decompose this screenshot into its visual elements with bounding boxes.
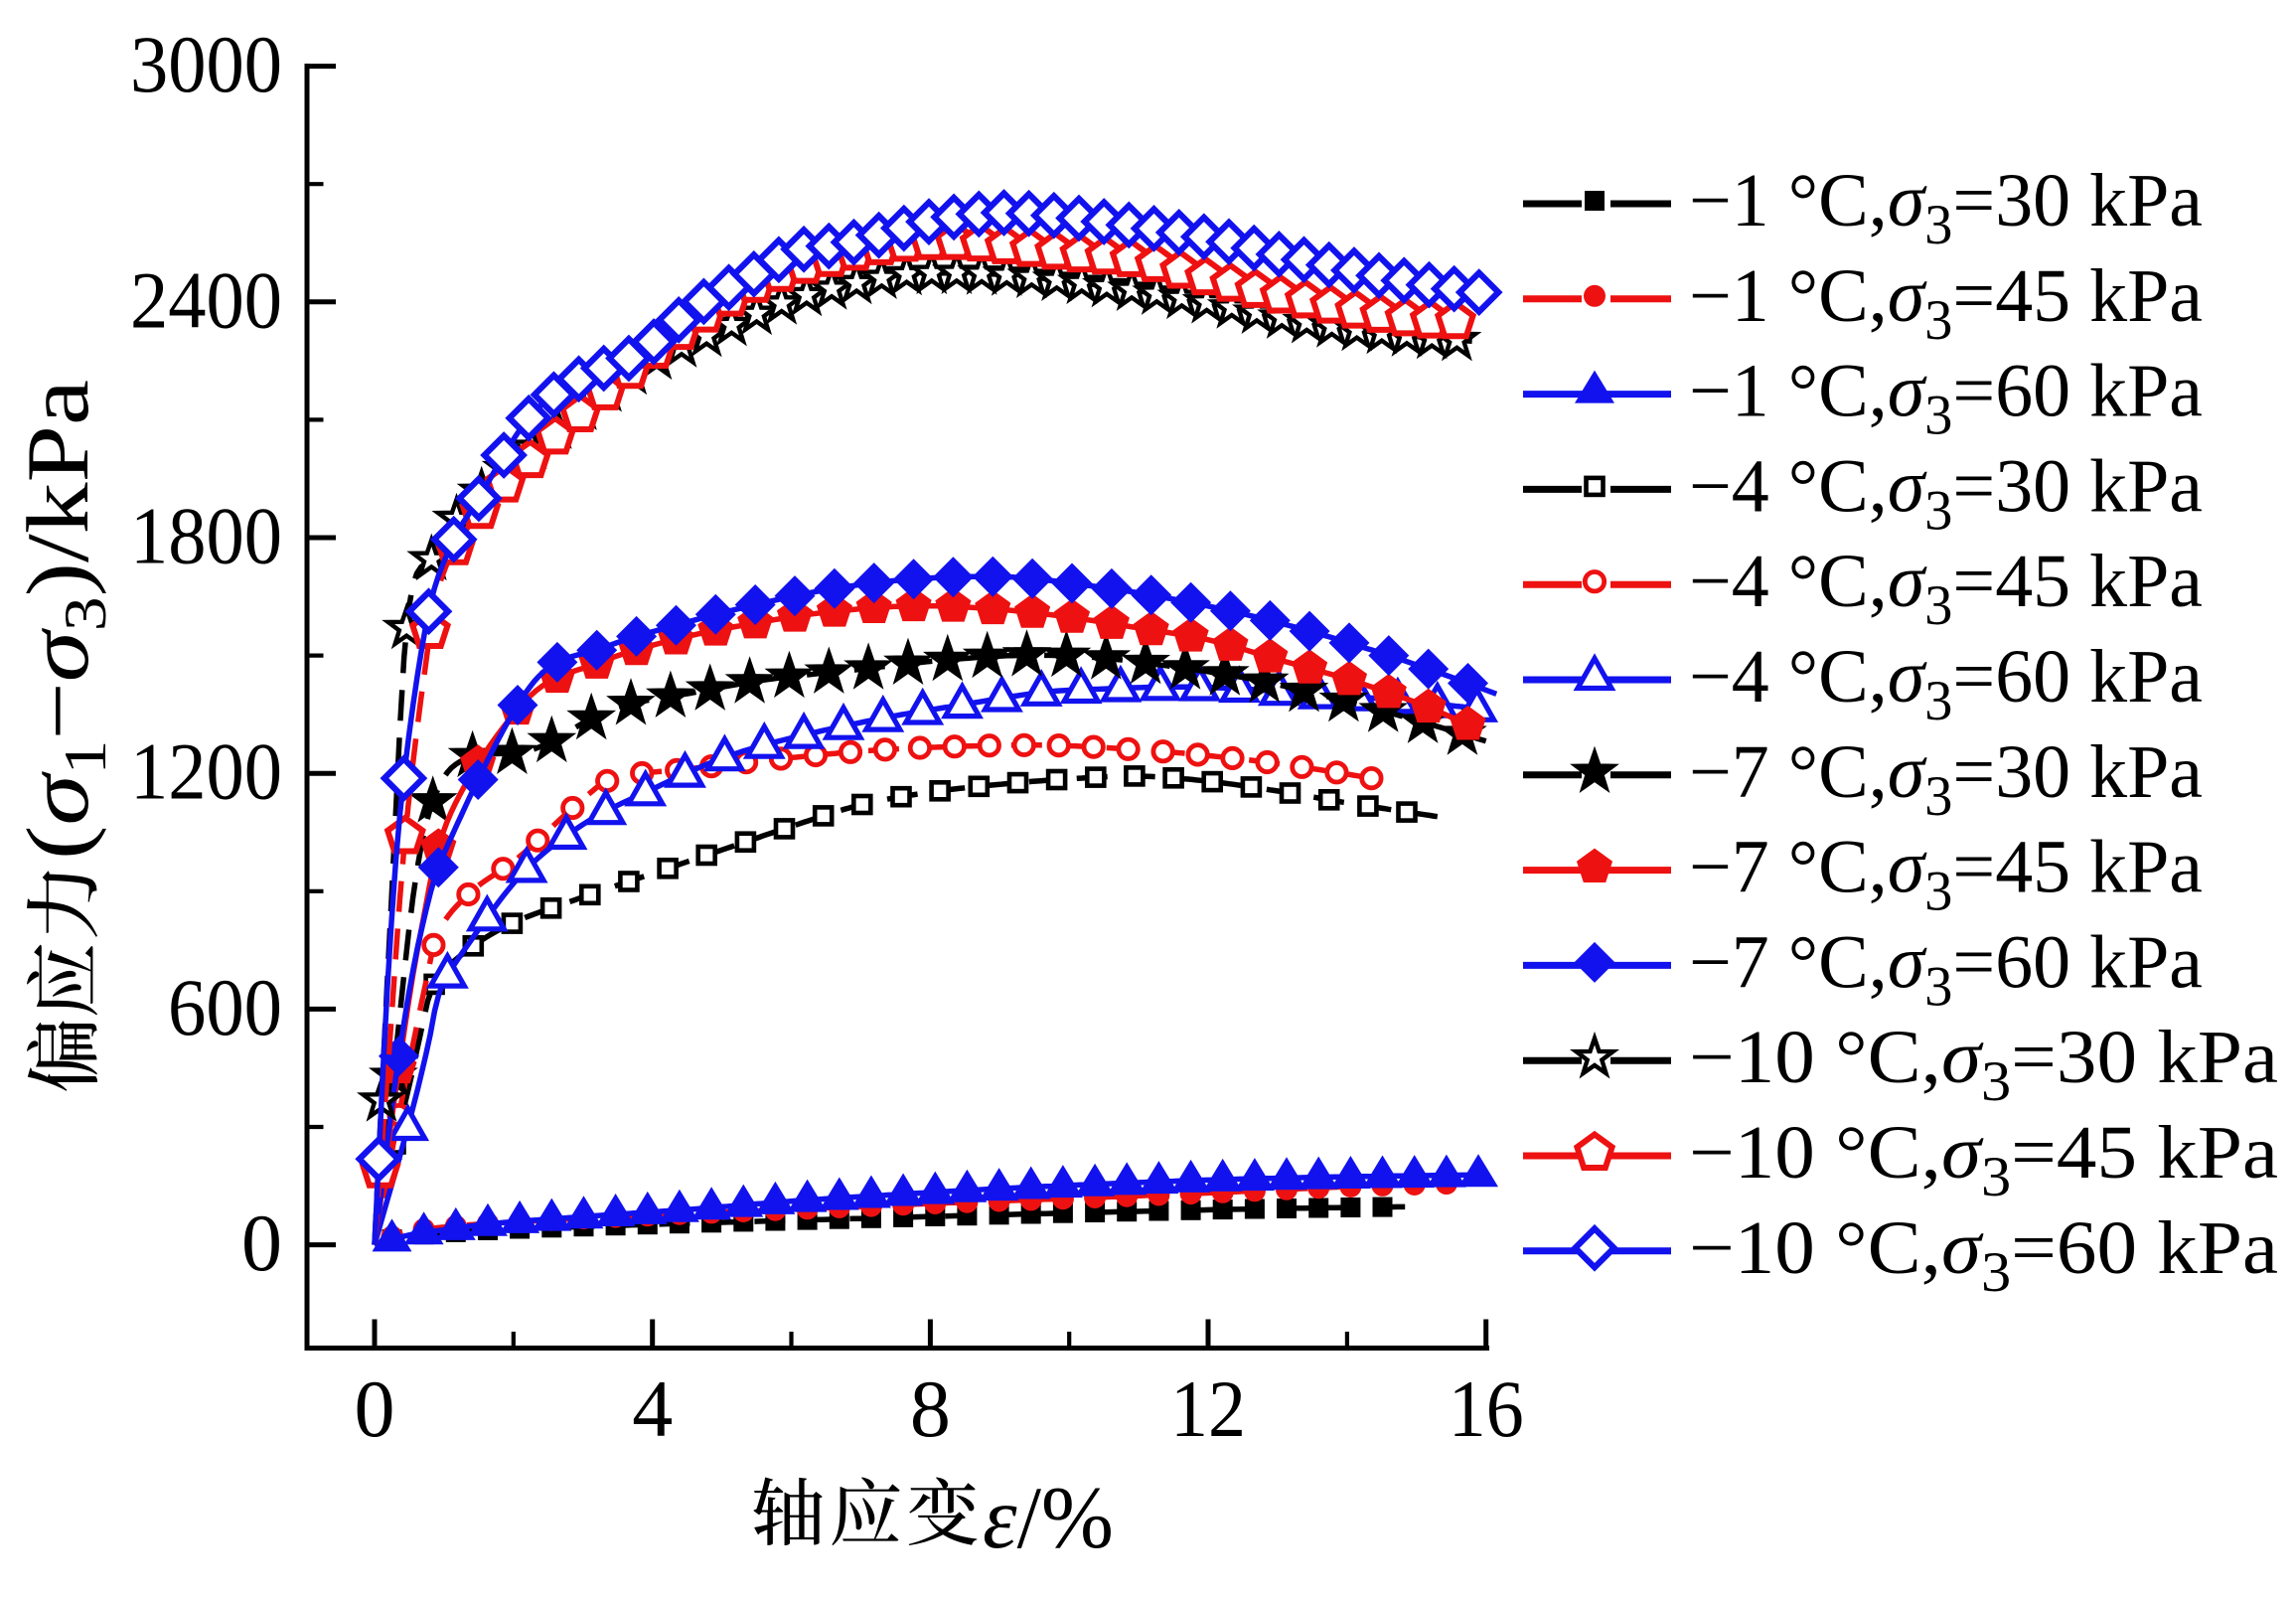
svg-text:2400: 2400 [130,254,282,345]
svg-text:ε/%: ε/% [983,1470,1114,1567]
svg-text:12: 12 [1170,1363,1246,1454]
svg-text:(σ1−σ3)/kPa: (σ1−σ3)/kPa [10,380,118,860]
svg-text:−10 °C,σ3=60 kPa: −10 °C, σ3=60 kPa [1689,1205,2278,1304]
svg-text:−10 °C,σ3=45 kPa: −10 °C, σ3=45 kPa [1689,1110,2278,1208]
svg-text:8: 8 [910,1363,951,1454]
svg-text:600: 600 [168,962,282,1052]
svg-text:1800: 1800 [130,491,282,581]
svg-text:0: 0 [355,1363,395,1454]
svg-text:16: 16 [1449,1363,1524,1454]
svg-text:4: 4 [632,1363,673,1454]
svg-text:0: 0 [241,1198,282,1288]
svg-text:−7 °C,σ3=30 kPa: −7 °C,σ3=30 kPa [1689,729,2203,828]
svg-text:−1 °C,σ3=30 kPa: −1 °C,σ3=30 kPa [1689,158,2203,256]
svg-text:1200: 1200 [130,726,282,817]
svg-text:3000: 3000 [130,19,282,109]
